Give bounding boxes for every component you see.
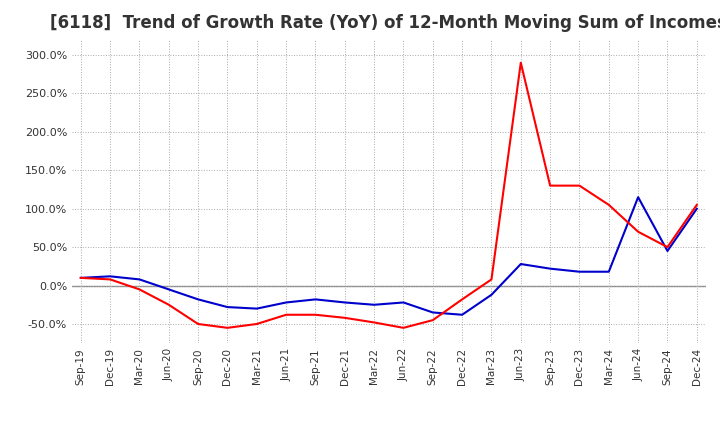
Ordinary Income Growth Rate xyxy=(341,300,349,305)
Net Income Growth Rate xyxy=(487,277,496,282)
Net Income Growth Rate xyxy=(634,229,642,235)
Ordinary Income Growth Rate xyxy=(428,310,437,315)
Net Income Growth Rate xyxy=(76,275,85,281)
Net Income Growth Rate xyxy=(106,277,114,282)
Net Income Growth Rate xyxy=(546,183,554,188)
Net Income Growth Rate xyxy=(663,245,672,250)
Ordinary Income Growth Rate xyxy=(223,304,232,310)
Ordinary Income Growth Rate xyxy=(399,300,408,305)
Net Income Growth Rate xyxy=(311,312,320,317)
Net Income Growth Rate xyxy=(282,312,290,317)
Net Income Growth Rate xyxy=(253,321,261,326)
Net Income Growth Rate xyxy=(164,302,173,308)
Net Income Growth Rate xyxy=(223,325,232,330)
Ordinary Income Growth Rate xyxy=(458,312,467,317)
Net Income Growth Rate xyxy=(458,297,467,302)
Ordinary Income Growth Rate xyxy=(693,206,701,211)
Ordinary Income Growth Rate xyxy=(546,266,554,271)
Ordinary Income Growth Rate xyxy=(164,287,173,292)
Ordinary Income Growth Rate xyxy=(516,261,525,267)
Net Income Growth Rate xyxy=(516,60,525,65)
Ordinary Income Growth Rate xyxy=(282,300,290,305)
Ordinary Income Growth Rate xyxy=(487,292,496,297)
Net Income Growth Rate xyxy=(693,202,701,208)
Ordinary Income Growth Rate xyxy=(634,194,642,200)
Line: Ordinary Income Growth Rate: Ordinary Income Growth Rate xyxy=(81,197,697,315)
Ordinary Income Growth Rate xyxy=(605,269,613,275)
Net Income Growth Rate xyxy=(428,318,437,323)
Title: [6118]  Trend of Growth Rate (YoY) of 12-Month Moving Sum of Incomes: [6118] Trend of Growth Rate (YoY) of 12-… xyxy=(50,15,720,33)
Net Income Growth Rate xyxy=(135,287,144,292)
Net Income Growth Rate xyxy=(194,321,202,326)
Line: Net Income Growth Rate: Net Income Growth Rate xyxy=(81,62,697,328)
Net Income Growth Rate xyxy=(575,183,584,188)
Ordinary Income Growth Rate xyxy=(311,297,320,302)
Ordinary Income Growth Rate xyxy=(106,274,114,279)
Net Income Growth Rate xyxy=(341,315,349,320)
Net Income Growth Rate xyxy=(605,202,613,208)
Ordinary Income Growth Rate xyxy=(370,302,379,308)
Ordinary Income Growth Rate xyxy=(663,248,672,253)
Ordinary Income Growth Rate xyxy=(135,277,144,282)
Ordinary Income Growth Rate xyxy=(575,269,584,275)
Net Income Growth Rate xyxy=(399,325,408,330)
Net Income Growth Rate xyxy=(370,320,379,325)
Ordinary Income Growth Rate xyxy=(253,306,261,311)
Ordinary Income Growth Rate xyxy=(194,297,202,302)
Ordinary Income Growth Rate xyxy=(76,275,85,281)
